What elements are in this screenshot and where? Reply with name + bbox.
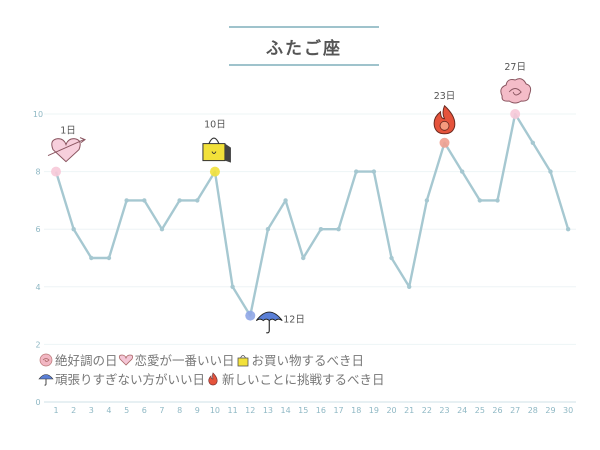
data-point xyxy=(195,198,200,203)
heart-icon xyxy=(47,137,87,163)
annotation-label: 23日 xyxy=(434,91,456,102)
data-point xyxy=(354,169,359,174)
x-tick-label: 1 xyxy=(53,406,58,415)
data-point xyxy=(548,169,553,174)
fire-icon xyxy=(205,372,221,386)
annotation-label: 10日 xyxy=(204,120,226,131)
chart-title-box: ふたご座 xyxy=(229,26,379,66)
y-tick-label: 8 xyxy=(35,168,40,177)
annotation-label: 12日 xyxy=(283,315,305,326)
sparkle-cloud-icon xyxy=(38,353,54,367)
legend-label-kaimono: お買い物するべき日 xyxy=(251,353,365,368)
data-point xyxy=(371,169,377,174)
data-point xyxy=(530,140,536,145)
data-point xyxy=(301,255,306,261)
x-tick-label: 29 xyxy=(545,406,555,415)
y-tick-label: 2 xyxy=(35,340,40,349)
x-tick-label: 22 xyxy=(422,406,432,415)
y-tick-label: 4 xyxy=(35,283,40,292)
data-point xyxy=(124,198,129,203)
x-tick-label: 24 xyxy=(457,406,467,415)
data-point xyxy=(336,227,341,232)
y-tick-label: 10 xyxy=(33,110,43,119)
data-point xyxy=(177,198,182,203)
sparkle-cloud-icon xyxy=(500,78,532,104)
data-point xyxy=(265,227,271,232)
annotation-label: 27日 xyxy=(504,62,526,73)
chart-title: ふたご座 xyxy=(266,39,342,59)
y-tick-label: 0 xyxy=(35,398,40,407)
x-tick-label: 2 xyxy=(71,406,76,415)
x-tick-label: 3 xyxy=(89,406,94,415)
legend-label-zekkocho: 絶好調の日 xyxy=(55,353,118,368)
x-tick-label: 12 xyxy=(245,406,255,415)
data-point xyxy=(477,198,483,203)
x-tick-label: 23 xyxy=(439,406,449,415)
highlight-point xyxy=(209,166,220,177)
legend-row-2: 頑張りすぎない方がいい日 新しいことに挑戦するべき日 xyxy=(38,369,385,388)
data-point xyxy=(459,169,465,174)
umbrella-icon xyxy=(255,311,283,334)
data-point xyxy=(71,227,76,232)
fire-icon xyxy=(433,104,456,135)
x-tick-label: 15 xyxy=(298,406,308,415)
x-tick-label: 26 xyxy=(492,406,502,415)
annotation-label: 1日 xyxy=(60,126,76,137)
data-point xyxy=(283,198,288,203)
x-tick-label: 11 xyxy=(228,406,238,415)
legend-row-1: 絶好調の日 恋愛が一番いい日 お買い物するべき日 xyxy=(38,350,364,369)
shopping-bag-icon xyxy=(202,137,231,163)
x-tick-label: 14 xyxy=(280,406,290,415)
x-tick-label: 30 xyxy=(563,406,573,415)
x-tick-label: 5 xyxy=(124,406,129,415)
highlight-point xyxy=(510,109,521,119)
x-tick-label: 17 xyxy=(333,406,343,415)
x-tick-label: 16 xyxy=(316,406,326,415)
data-point xyxy=(106,255,112,261)
highlight-point xyxy=(51,166,61,177)
x-tick-label: 18 xyxy=(351,406,361,415)
shopping-bag-icon xyxy=(235,353,251,367)
highlight-point xyxy=(245,310,256,321)
x-tick-label: 9 xyxy=(195,406,200,415)
legend-label-renai: 恋愛が一番いい日 xyxy=(134,353,235,368)
y-tick-label: 6 xyxy=(35,225,40,234)
data-point xyxy=(495,198,500,203)
data-point xyxy=(230,284,235,289)
data-point xyxy=(407,284,412,289)
data-point xyxy=(389,255,394,261)
umbrella-icon xyxy=(38,372,54,386)
highlight-point xyxy=(439,137,450,148)
x-tick-label: 7 xyxy=(159,406,164,415)
data-point xyxy=(89,255,94,261)
x-tick-label: 25 xyxy=(475,406,485,415)
heart-icon xyxy=(118,353,134,367)
legend-label-chosen: 新しいことに挑戦するべき日 xyxy=(222,372,385,387)
data-point xyxy=(318,227,324,232)
x-tick-label: 6 xyxy=(142,406,147,415)
data-point xyxy=(565,227,571,232)
x-tick-label: 20 xyxy=(386,406,396,415)
x-tick-label: 27 xyxy=(510,406,520,415)
data-point xyxy=(142,198,147,203)
x-tick-label: 28 xyxy=(528,406,538,415)
data-point xyxy=(424,198,430,203)
x-tick-label: 19 xyxy=(369,406,379,415)
x-tick-label: 10 xyxy=(210,406,220,415)
x-tick-label: 4 xyxy=(106,406,111,415)
x-tick-label: 8 xyxy=(177,406,182,415)
data-point xyxy=(159,227,165,232)
legend-label-ganbari: 頑張りすぎない方がいい日 xyxy=(55,372,206,387)
x-tick-label: 13 xyxy=(263,406,273,415)
series-line xyxy=(54,112,570,317)
x-tick-label: 21 xyxy=(404,406,414,415)
